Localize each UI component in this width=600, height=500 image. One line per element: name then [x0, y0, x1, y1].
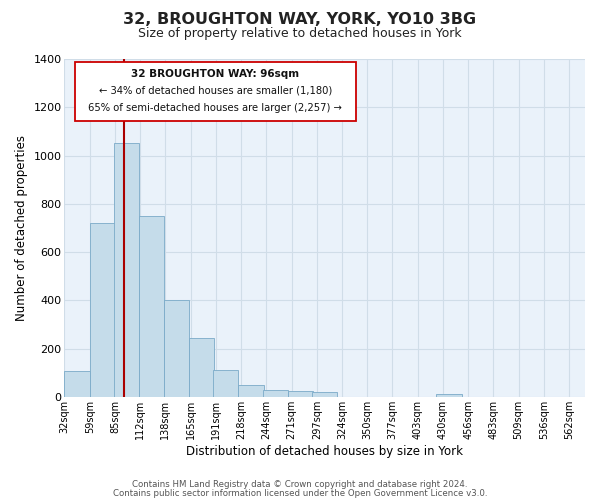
Bar — [189, 338, 214, 397]
Bar — [114, 144, 139, 397]
Text: 32 BROUGHTON WAY: 96sqm: 32 BROUGHTON WAY: 96sqm — [131, 69, 299, 79]
Text: 65% of semi-detached houses are larger (2,257) →: 65% of semi-detached houses are larger (… — [88, 104, 343, 114]
Bar — [238, 384, 263, 397]
Bar — [89, 223, 115, 397]
Text: ← 34% of detached houses are smaller (1,180): ← 34% of detached houses are smaller (1,… — [99, 86, 332, 96]
X-axis label: Distribution of detached houses by size in York: Distribution of detached houses by size … — [186, 444, 463, 458]
Bar — [263, 390, 288, 397]
Bar — [312, 392, 337, 397]
Y-axis label: Number of detached properties: Number of detached properties — [15, 135, 28, 321]
Text: Contains HM Land Registry data © Crown copyright and database right 2024.: Contains HM Land Registry data © Crown c… — [132, 480, 468, 489]
Bar — [164, 300, 189, 397]
Bar — [436, 394, 461, 397]
Bar — [64, 372, 89, 397]
FancyBboxPatch shape — [75, 62, 356, 122]
Bar — [139, 216, 164, 397]
Text: 32, BROUGHTON WAY, YORK, YO10 3BG: 32, BROUGHTON WAY, YORK, YO10 3BG — [124, 12, 476, 28]
Bar — [288, 391, 313, 397]
Bar — [213, 370, 238, 397]
Text: Size of property relative to detached houses in York: Size of property relative to detached ho… — [138, 28, 462, 40]
Text: Contains public sector information licensed under the Open Government Licence v3: Contains public sector information licen… — [113, 488, 487, 498]
